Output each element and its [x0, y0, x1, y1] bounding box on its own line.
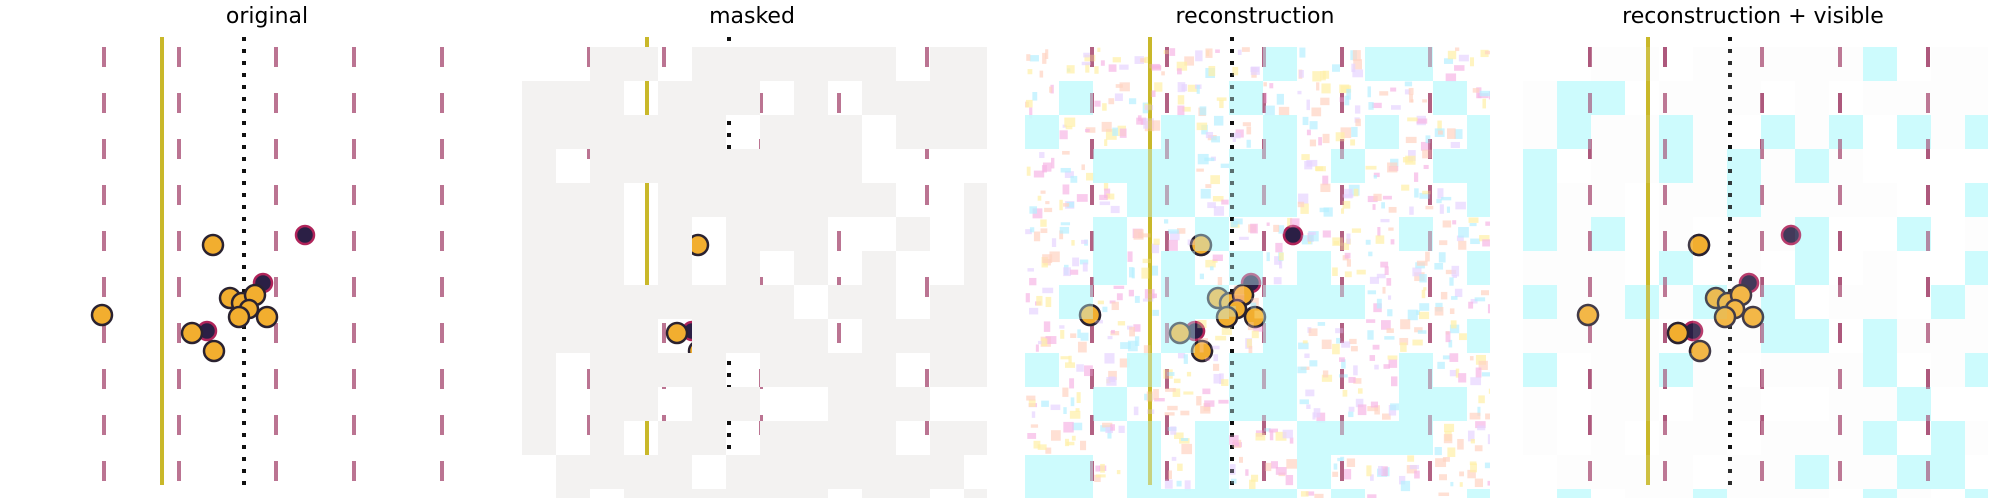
panel-original: original: [32, 0, 502, 500]
panel-title: original: [225, 4, 309, 29]
image-reconstruction: [1020, 37, 1490, 498]
panel-title: reconstruction + visible: [1622, 4, 1884, 29]
image-masked: [517, 37, 987, 498]
panel-title: masked: [709, 4, 795, 29]
panel-title: reconstruction: [1175, 4, 1335, 29]
panel-reconstruction: reconstruction: [1020, 0, 1490, 500]
panel-reconstruction-visible: reconstruction + visible: [1518, 0, 1988, 500]
image-original: [32, 37, 502, 498]
panel-masked: masked: [517, 0, 987, 500]
image-reconstruction-visible: [1518, 37, 1988, 498]
